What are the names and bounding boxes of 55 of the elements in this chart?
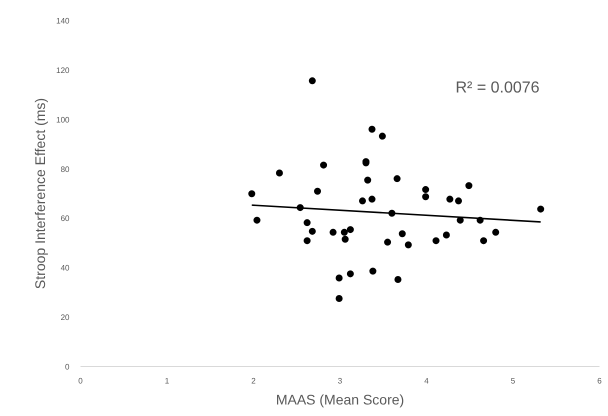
point (404, 241, 412, 248)
x-tick-label: 0 (78, 376, 84, 386)
point (304, 219, 311, 226)
point (465, 182, 472, 190)
x-tick-label: 6 (597, 376, 602, 386)
point (358, 197, 366, 204)
point (308, 228, 316, 235)
point (394, 175, 401, 182)
x-tick-label: 4 (424, 376, 430, 386)
annotation: R² = 0.0076 (456, 80, 540, 96)
point (320, 162, 328, 169)
point (442, 232, 450, 239)
y-tick-label: 40 (60, 264, 70, 273)
point (330, 228, 337, 236)
point (340, 228, 348, 236)
point (364, 176, 372, 184)
point (369, 268, 376, 275)
point (346, 226, 354, 234)
y-tick-label: 0 (65, 362, 70, 372)
y-tick-label: 20 (60, 313, 70, 322)
point (378, 132, 386, 140)
x-tick-label: 1 (164, 376, 170, 386)
point (384, 238, 392, 246)
x-tick-label: 2 (251, 376, 256, 386)
x-tick-label: 5 (510, 376, 516, 386)
y-tick-label: 140 (56, 16, 70, 26)
x-tick-label: 3 (338, 376, 343, 386)
point (342, 236, 349, 243)
point (537, 206, 544, 213)
y-tick-label: 100 (56, 115, 70, 124)
point (432, 237, 440, 244)
point (314, 188, 322, 195)
point (398, 230, 406, 238)
point (368, 196, 376, 203)
point (422, 186, 430, 194)
point (394, 276, 402, 283)
y-tick-label: 120 (56, 66, 70, 75)
point (248, 190, 256, 198)
point (455, 197, 462, 204)
point (253, 216, 260, 224)
point (336, 274, 343, 282)
point (336, 295, 343, 302)
point (308, 77, 316, 84)
point (492, 228, 500, 236)
point (422, 193, 430, 200)
point (446, 196, 454, 203)
point (304, 237, 311, 244)
point (368, 126, 376, 133)
y-tick-label: 80 (60, 164, 70, 174)
y-tick-label: 60 (60, 214, 70, 224)
point (346, 270, 354, 278)
y-axis-title: Stroop Interference Effect (ms) (32, 98, 48, 290)
point (276, 169, 283, 176)
point (480, 237, 488, 244)
x-axis-title: MAAS (Mean Score) (276, 392, 404, 408)
